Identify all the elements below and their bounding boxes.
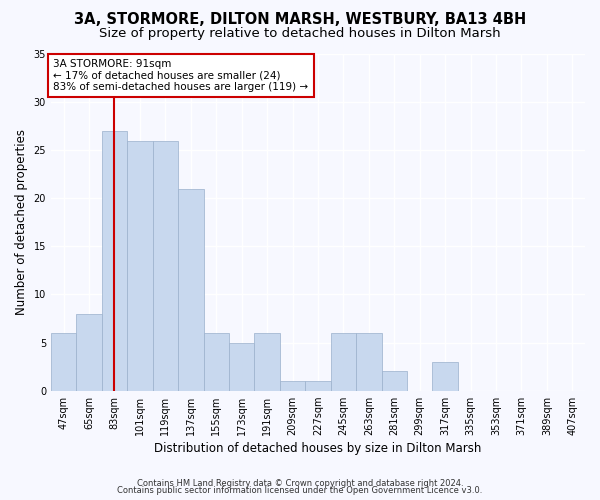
Bar (51, 333, 76, 390)
Bar (152, 140, 178, 390)
Bar (382, 372, 407, 390)
X-axis label: Distribution of detached houses by size in Dilton Marsh: Distribution of detached houses by size … (154, 442, 482, 455)
Text: 3A, STORMORE, DILTON MARSH, WESTBURY, BA13 4BH: 3A, STORMORE, DILTON MARSH, WESTBURY, BA… (74, 12, 526, 28)
Bar (356, 333, 382, 390)
Y-axis label: Number of detached properties: Number of detached properties (15, 130, 28, 316)
Bar (102, 131, 127, 390)
Bar (280, 381, 305, 390)
Bar (76, 314, 102, 390)
Bar (254, 333, 280, 390)
Text: 3A STORMORE: 91sqm
← 17% of detached houses are smaller (24)
83% of semi-detache: 3A STORMORE: 91sqm ← 17% of detached hou… (53, 59, 308, 92)
Text: Contains HM Land Registry data © Crown copyright and database right 2024.: Contains HM Land Registry data © Crown c… (137, 478, 463, 488)
Bar (331, 333, 356, 390)
Bar (433, 362, 458, 390)
Bar (127, 140, 152, 390)
Bar (229, 342, 254, 390)
Bar (305, 381, 331, 390)
Bar (203, 333, 229, 390)
Text: Contains public sector information licensed under the Open Government Licence v3: Contains public sector information licen… (118, 486, 482, 495)
Text: Size of property relative to detached houses in Dilton Marsh: Size of property relative to detached ho… (99, 28, 501, 40)
Bar (178, 188, 203, 390)
